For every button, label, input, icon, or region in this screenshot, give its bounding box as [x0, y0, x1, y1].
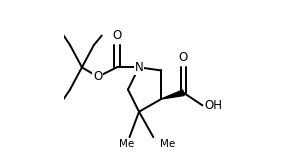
Text: N: N [135, 61, 143, 74]
Text: O: O [179, 51, 188, 64]
Text: Me: Me [160, 139, 175, 149]
Text: O: O [112, 29, 122, 42]
Polygon shape [161, 90, 184, 99]
Text: Me: Me [119, 139, 134, 149]
Text: O: O [93, 70, 102, 83]
Text: OH: OH [204, 99, 222, 112]
